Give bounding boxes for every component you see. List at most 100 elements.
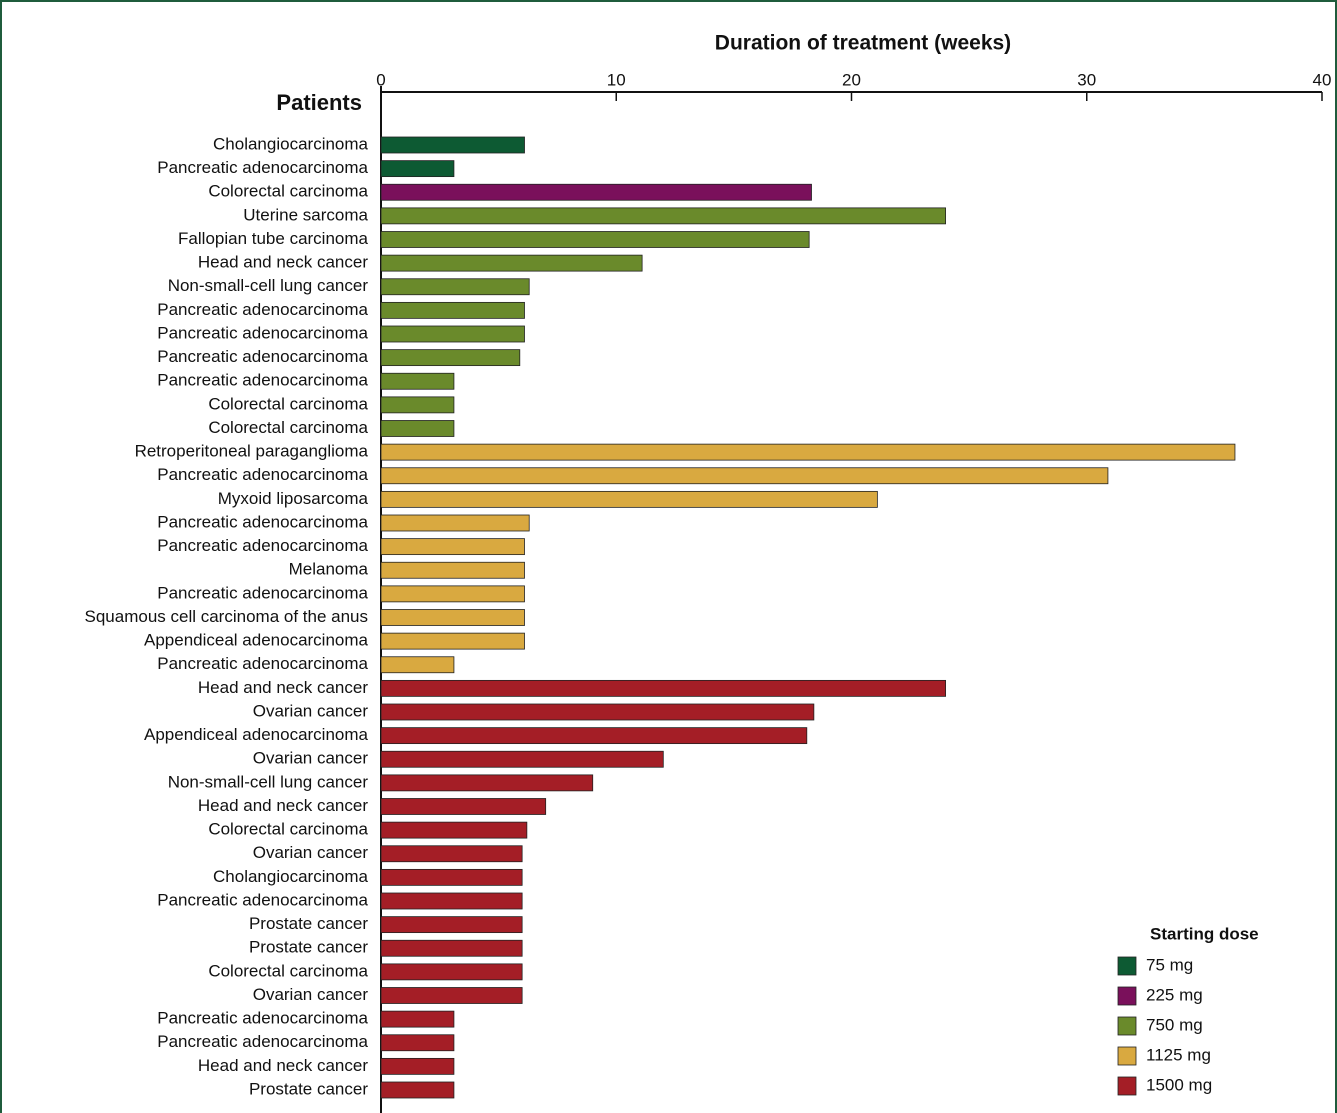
bar: [380, 868, 523, 886]
y-tick-label: Squamous cell carcinoma of the anus: [85, 607, 369, 626]
legend-swatch: [1117, 956, 1137, 976]
x-tick-label: 0: [376, 70, 385, 89]
bar: [380, 325, 525, 343]
bar: [380, 538, 525, 556]
bar: [380, 727, 808, 745]
legend-swatch: [1117, 1016, 1137, 1036]
bar: [380, 774, 594, 792]
bar: [380, 420, 455, 437]
bar: [380, 963, 523, 981]
y-tick-label: Pancreatic adenocarcinoma: [157, 1009, 368, 1028]
y-tick-label: Pancreatic adenocarcinoma: [157, 347, 368, 366]
bar: [380, 679, 946, 697]
bar: [380, 301, 525, 319]
legend-label: 225 mg: [1146, 985, 1203, 1004]
bar: [380, 231, 810, 248]
legend-label: 75 mg: [1146, 955, 1193, 974]
bar: [380, 514, 530, 532]
bar: [380, 1034, 455, 1052]
y-tick-label: Pancreatic adenocarcinoma: [157, 583, 368, 602]
y-tick-label: Head and neck cancer: [198, 253, 368, 272]
y-tick-label: Colorectal carcinoma: [208, 961, 368, 980]
y-tick-label: Pancreatic adenocarcinoma: [157, 1032, 368, 1051]
legend-label: 1500 mg: [1146, 1075, 1212, 1094]
y-tick-label: Pancreatic adenocarcinoma: [157, 536, 368, 555]
y-tick-label: Colorectal carcinoma: [208, 182, 368, 201]
y-tick-label: Retroperitoneal paraganglioma: [135, 442, 369, 461]
y-tick-label: Colorectal carcinoma: [208, 394, 368, 413]
y-tick-label: Pancreatic adenocarcinoma: [157, 654, 368, 673]
bar: [380, 632, 525, 650]
y-tick-label: Pancreatic adenocarcinoma: [157, 371, 368, 390]
bar: [380, 1081, 455, 1099]
y-tick-label: Fallopian tube carcinoma: [178, 229, 368, 248]
bar: [380, 396, 455, 414]
y-tick-label: Ovarian cancer: [253, 701, 369, 720]
bar: [380, 892, 523, 910]
legend-swatch: [1117, 1076, 1137, 1096]
bar: [380, 750, 664, 768]
y-tick-label: Colorectal carcinoma: [208, 820, 368, 839]
legend-label: 1125 mg: [1146, 1045, 1211, 1064]
y-tick-label: Prostate cancer: [249, 914, 368, 933]
x-tick-label: 20: [842, 70, 861, 89]
bar: [380, 845, 523, 863]
bar: [380, 656, 455, 674]
y-tick-label: Pancreatic adenocarcinoma: [157, 512, 368, 531]
bar: [380, 467, 1109, 485]
bar: [380, 561, 525, 579]
x-tick-label: 40: [1313, 70, 1332, 89]
x-axis-title: Duration of treatment (weeks): [715, 32, 1011, 55]
bar: [380, 1010, 455, 1028]
y-tick-label: Appendiceal adenocarcinoma: [144, 725, 369, 744]
y-tick-label: Ovarian cancer: [253, 985, 369, 1004]
bar: [380, 490, 878, 508]
y-tick-label: Pancreatic adenocarcinoma: [157, 158, 368, 177]
y-tick-label: Pancreatic adenocarcinoma: [157, 465, 368, 484]
legend-title: Starting dose: [1150, 924, 1259, 943]
y-tick-label: Prostate cancer: [249, 938, 368, 957]
bar: [380, 183, 812, 201]
bar: [380, 372, 455, 390]
bar: [380, 609, 525, 626]
bar: [380, 278, 530, 296]
bar: [380, 939, 523, 957]
y-tick-label: Pancreatic adenocarcinoma: [157, 890, 368, 909]
y-tick-label: Head and neck cancer: [198, 796, 368, 815]
legend-label: 750 mg: [1146, 1015, 1203, 1034]
bar: [380, 585, 525, 603]
y-tick-label: Head and neck cancer: [198, 678, 368, 697]
bar: [380, 349, 521, 367]
y-tick-label: Head and neck cancer: [198, 1056, 368, 1075]
legend-swatch: [1117, 1046, 1137, 1066]
bar: [380, 443, 1236, 461]
y-tick-label: Melanoma: [289, 560, 369, 579]
y-tick-label: Colorectal carcinoma: [208, 418, 368, 437]
y-tick-label: Pancreatic adenocarcinoma: [157, 323, 368, 342]
y-axis-title: Patients: [276, 90, 362, 115]
y-tick-label: Appendiceal adenocarcinoma: [144, 631, 369, 650]
y-tick-label: Non-small-cell lung cancer: [168, 772, 369, 791]
bar: [380, 821, 528, 839]
x-tick-label: 30: [1077, 70, 1096, 89]
bar: [380, 916, 523, 934]
bar: [380, 207, 946, 225]
y-tick-label: Ovarian cancer: [253, 843, 369, 862]
y-tick-label: Uterine sarcoma: [243, 205, 368, 224]
bar: [380, 1057, 455, 1075]
bar: [380, 798, 547, 815]
y-tick-label: Pancreatic adenocarcinoma: [157, 300, 368, 319]
legend-swatch: [1117, 986, 1137, 1006]
bar: [380, 987, 523, 1004]
bar: [380, 160, 455, 178]
bar: [380, 136, 525, 154]
x-tick-label: 10: [607, 70, 626, 89]
y-tick-label: Cholangiocarcinoma: [213, 134, 369, 153]
y-tick-label: Prostate cancer: [249, 1079, 368, 1098]
bar: [380, 254, 643, 272]
bar: [380, 703, 815, 721]
y-tick-label: Non-small-cell lung cancer: [168, 276, 369, 295]
y-tick-label: Cholangiocarcinoma: [213, 867, 369, 886]
